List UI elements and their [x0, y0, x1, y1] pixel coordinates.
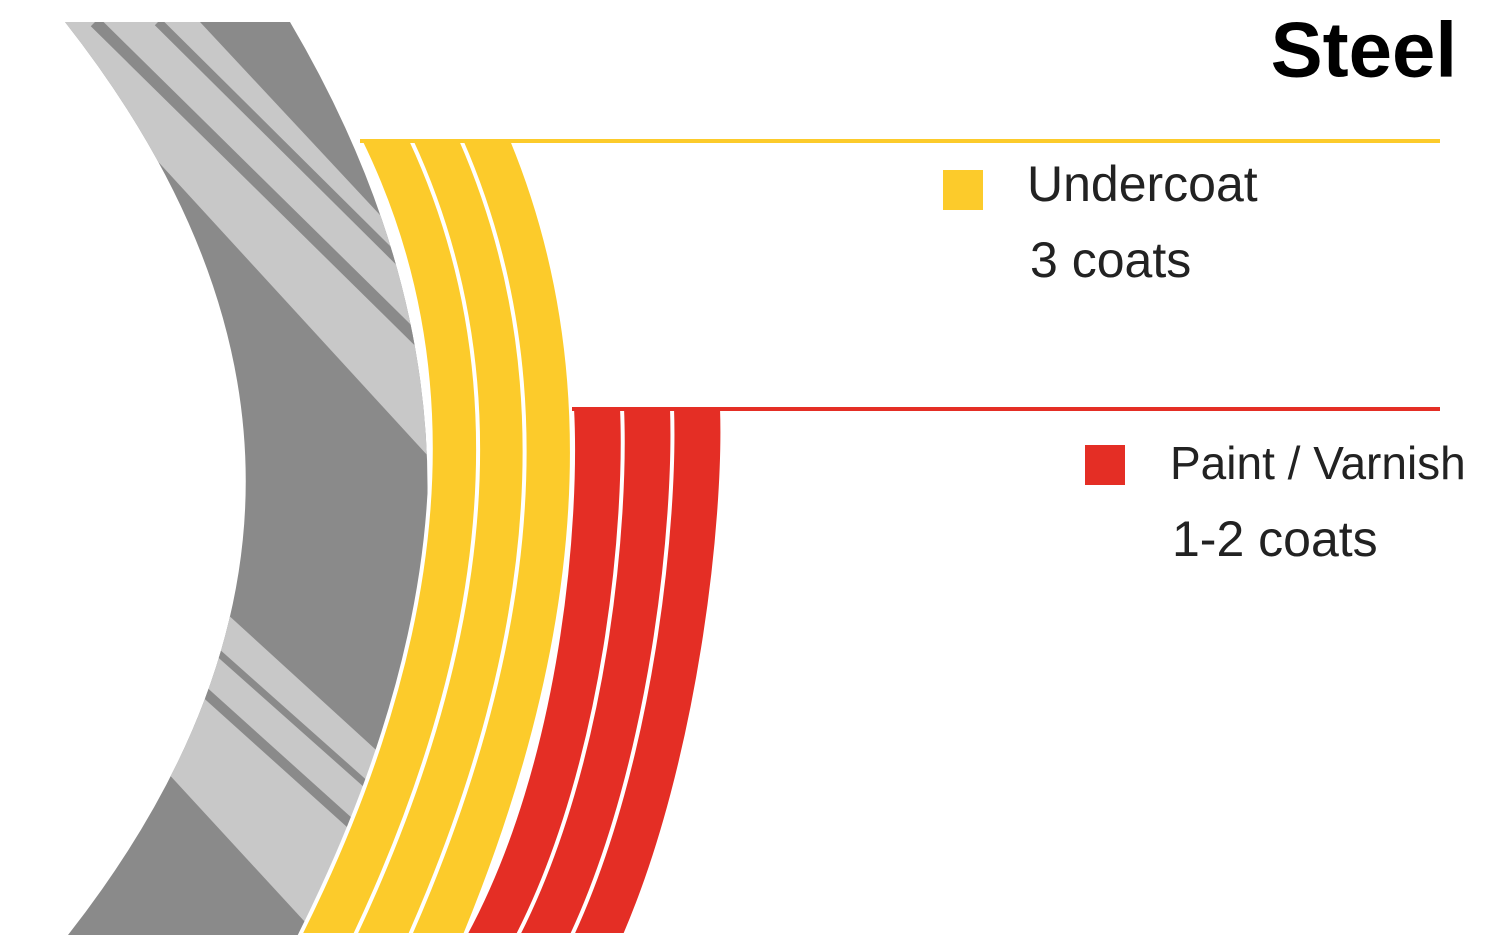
coat-separator: [516, 407, 625, 936]
coat-separator: [570, 407, 675, 936]
legend-swatch: [943, 170, 983, 210]
title: Steel: [1271, 6, 1457, 94]
undercoat-band: [296, 138, 574, 937]
undercoat-layer: [296, 138, 1440, 937]
layer-label: Paint / Varnish: [1170, 437, 1466, 489]
layer-label: Undercoat: [1027, 156, 1258, 212]
layer-detail: 1-2 coats: [1172, 511, 1378, 567]
paint-band: [461, 406, 725, 937]
paint-layer: [461, 406, 1440, 937]
steel-line: [154, 22, 424, 286]
steel-line: [90, 22, 428, 357]
legend-swatch: [1085, 445, 1125, 485]
layer-detail: 3 coats: [1030, 232, 1191, 288]
coat-separator: [353, 139, 481, 936]
coat-separator: [408, 139, 527, 936]
